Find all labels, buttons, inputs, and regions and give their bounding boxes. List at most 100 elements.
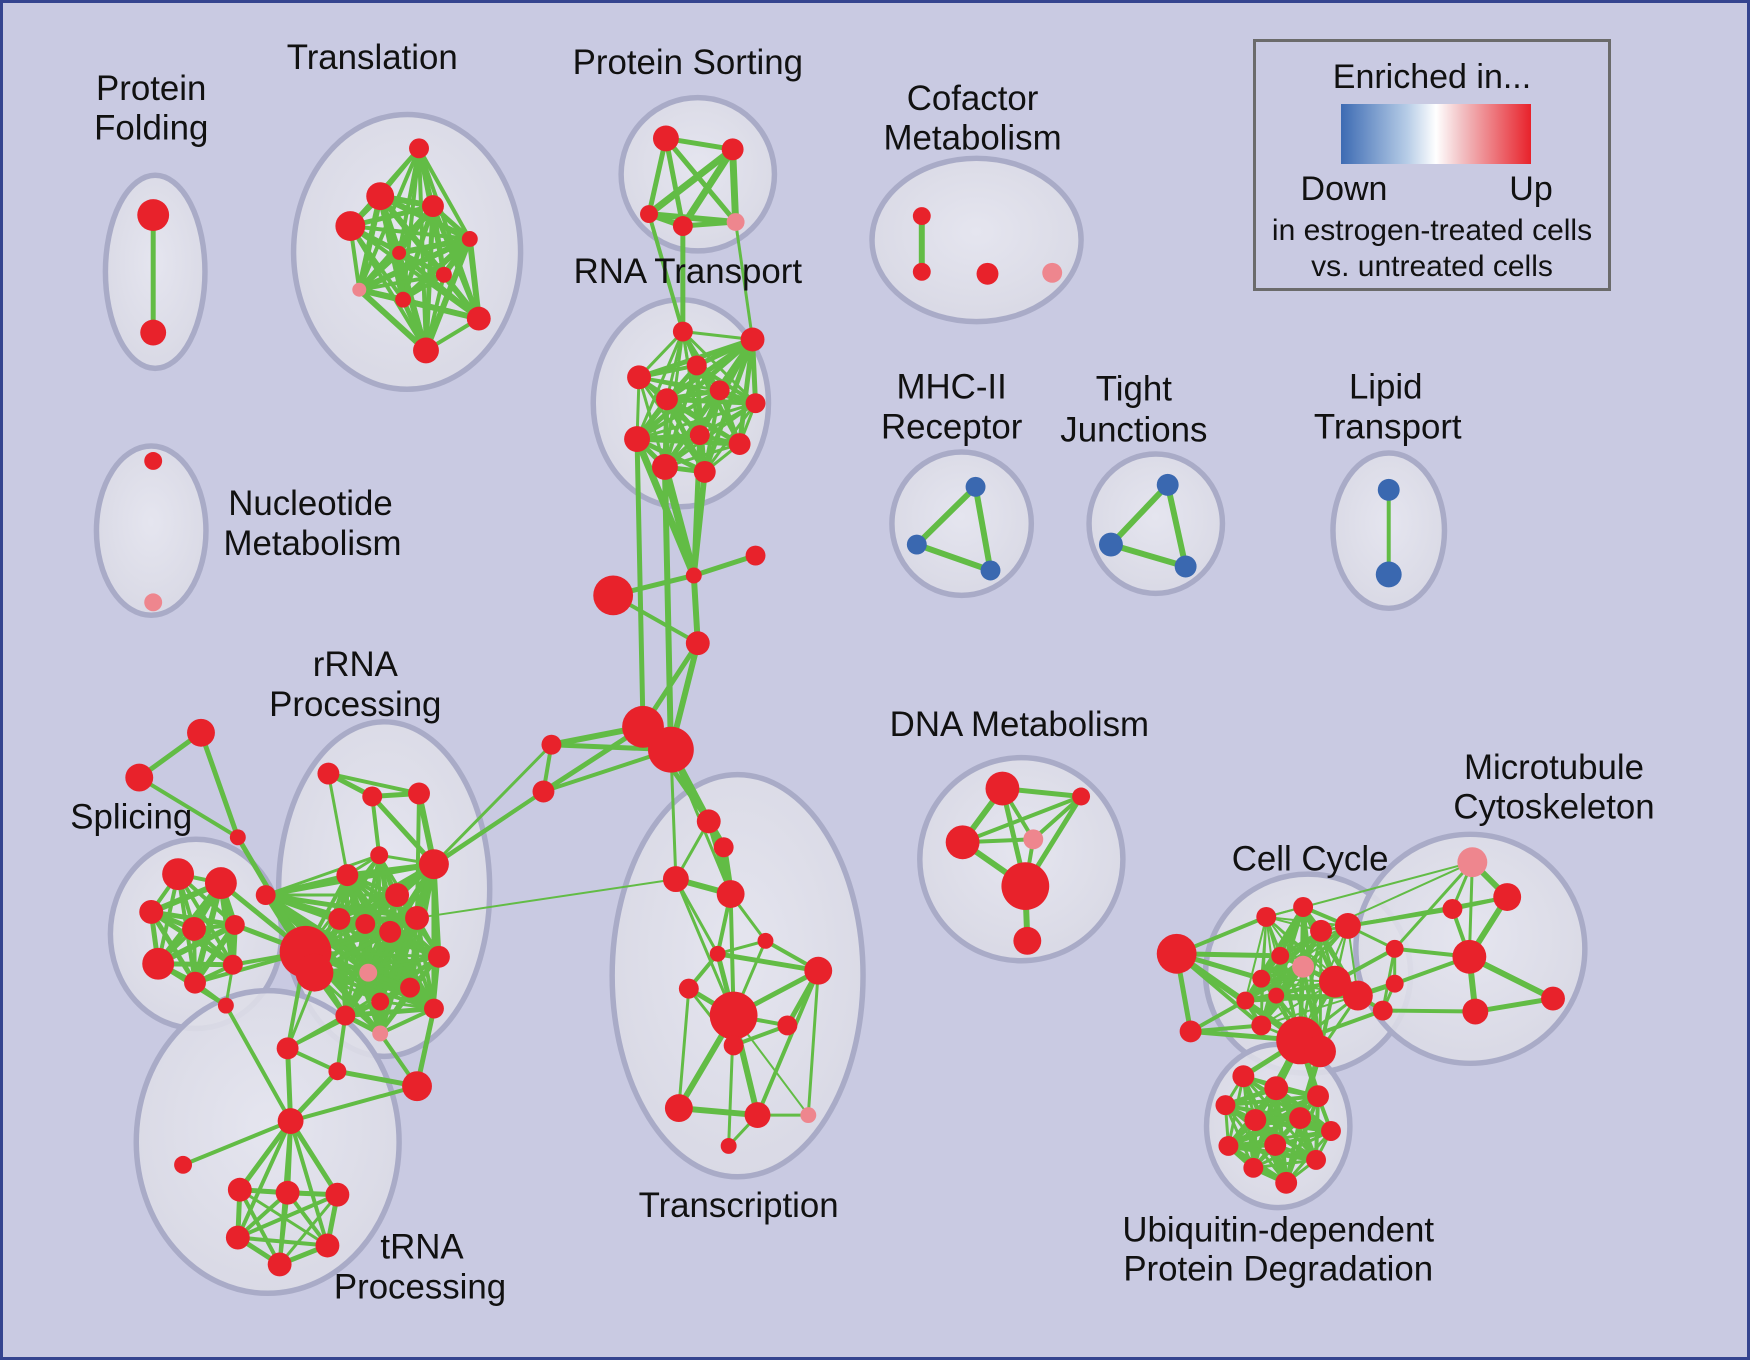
node-transcription xyxy=(800,1107,817,1124)
edge-protein-sorting xyxy=(663,135,686,229)
node-translation xyxy=(409,138,429,159)
node-ubiquitin-degradation xyxy=(1321,1121,1341,1141)
node-splicing xyxy=(222,954,243,975)
edge-cell-cycle--microtubule-cytoskeleton xyxy=(1346,895,1509,928)
edge-tight-junctions xyxy=(1107,541,1189,570)
edge-translation xyxy=(400,297,482,322)
node-transcription xyxy=(664,1094,693,1123)
node-connectors xyxy=(685,567,702,584)
node-dna-metabolism xyxy=(1001,862,1050,910)
edge-translation xyxy=(417,146,472,241)
edge-trna-processing xyxy=(288,1118,340,1198)
edge-cell-cycle xyxy=(1244,915,1268,1002)
node-rrna-processing xyxy=(423,998,444,1019)
node-protein-folding xyxy=(137,199,170,231)
node-cell-cycle xyxy=(1334,912,1361,939)
node-connectors xyxy=(648,726,694,773)
edge-rrna-processing xyxy=(415,915,436,1011)
edge-transcription xyxy=(755,968,821,1118)
cluster-label-microtubule-cytoskeleton: Microtubule xyxy=(1464,748,1644,787)
node-translation xyxy=(466,306,491,331)
node-cofactor-metabolism xyxy=(976,262,999,285)
node-microtubule-cytoskeleton xyxy=(1462,998,1489,1025)
edge-protein-sorting--rna-transport xyxy=(734,220,755,342)
edge-trna-processing xyxy=(235,1192,340,1240)
node-trna-processing xyxy=(277,1108,304,1134)
edge-rrna-processing xyxy=(326,771,422,796)
node-dna-metabolism xyxy=(1072,787,1091,806)
edge-protein-sorting xyxy=(645,145,737,218)
cluster-bubble-trna-processing xyxy=(133,987,402,1297)
node-rrna-processing xyxy=(355,913,376,934)
node-cell-cycle xyxy=(1319,965,1351,998)
node-rrna-processing xyxy=(255,885,276,906)
node-cell-cycle xyxy=(1342,980,1373,1011)
edge-rrna-processing xyxy=(263,892,420,921)
cluster-label-trna-processing: tRNA xyxy=(380,1228,464,1267)
edge-protein-sorting xyxy=(729,145,740,226)
edge-rrna-processing--transcription xyxy=(416,878,677,919)
node-cofactor-metabolism xyxy=(912,207,931,226)
node-translation xyxy=(335,211,366,241)
node-rna-transport xyxy=(745,393,766,414)
node-rrna-processing xyxy=(335,1005,356,1026)
node-trna-processing xyxy=(225,1225,250,1250)
node-rrna-processing xyxy=(408,782,430,805)
node-rrna-processing xyxy=(362,786,383,807)
node-microtubule-cytoskeleton xyxy=(1541,986,1565,1011)
edge-rrna-processing xyxy=(312,970,436,1011)
node-translation xyxy=(422,195,444,218)
node-trna-processing xyxy=(275,1180,300,1205)
node-ubiquitin-degradation xyxy=(1306,1149,1327,1170)
node-nucleotide-metabolism xyxy=(144,452,163,470)
edge-rna-transport xyxy=(637,375,758,405)
edge-rna-transport--connectors xyxy=(634,436,646,730)
edge-transcription xyxy=(674,877,736,1018)
cluster-label-nucleotide-metabolism: Nucleotide xyxy=(228,484,393,523)
node-tight-junctions xyxy=(1156,473,1179,496)
node-cell-cycle xyxy=(1293,897,1314,917)
edge-tight-junctions xyxy=(1164,481,1189,570)
node-ubiquitin-degradation xyxy=(1215,1095,1236,1116)
cluster-label-cell-cycle: Cell Cycle xyxy=(1232,839,1389,878)
edge-trna-processing xyxy=(288,1119,330,1248)
node-connectors xyxy=(685,631,710,656)
edge-mhc-ii-receptor xyxy=(972,483,994,574)
edge-rna-transport xyxy=(634,436,743,447)
edge-translation xyxy=(357,272,446,292)
edge-rna-transport xyxy=(737,337,756,447)
edge-splicing-satellite xyxy=(198,730,241,840)
node-microtubule-cytoskeleton xyxy=(1493,883,1522,911)
cluster-label-transcription: Transcription xyxy=(639,1186,839,1225)
node-rrna-processing xyxy=(385,883,410,907)
node-splicing xyxy=(204,867,237,900)
edge-transcription xyxy=(677,987,691,1110)
node-protein-sorting xyxy=(640,205,658,224)
cluster-label-tight-junctions: Junctions xyxy=(1060,410,1207,449)
node-translation xyxy=(413,337,439,364)
edge-rrna-processing xyxy=(343,915,420,1018)
node-microtubule-cytoskeleton xyxy=(1452,939,1487,974)
edge-microtubule-cytoskeleton xyxy=(1393,860,1474,951)
node-splicing xyxy=(162,858,195,891)
edge-rna-transport xyxy=(663,401,758,469)
edge-translation xyxy=(466,235,482,322)
legend-caption-line2: vs. untreated cells xyxy=(1311,250,1553,283)
node-connectors xyxy=(541,734,562,755)
edge-tight-junctions xyxy=(1107,481,1171,548)
cluster-label-rrna-processing: rRNA xyxy=(313,645,399,684)
edge-transcription xyxy=(806,969,820,1117)
edge-translation xyxy=(348,224,428,353)
edge-transcription xyxy=(715,951,821,974)
node-cofactor-metabolism xyxy=(912,262,931,281)
legend-caption-line1: in estrogen-treated cells xyxy=(1271,214,1593,247)
cluster-label-cofactor-metabolism: Cofactor xyxy=(907,79,1039,118)
node-cell-cycle xyxy=(1251,1015,1272,1036)
edge-rrna-processing xyxy=(286,1000,382,1050)
node-splicing xyxy=(184,971,206,994)
node-dna-metabolism xyxy=(1013,926,1042,955)
cluster-label-translation: Translation xyxy=(287,38,458,77)
node-rna-transport xyxy=(651,454,678,480)
edge-protein-sorting xyxy=(679,145,737,230)
